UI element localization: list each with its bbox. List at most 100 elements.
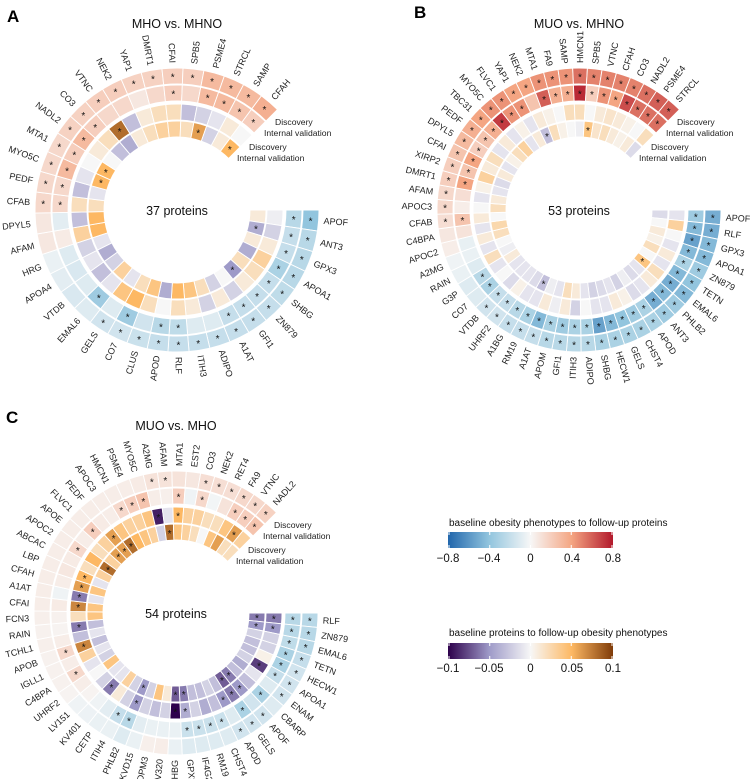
heatmap-cell-mta1-discovery: [171, 470, 187, 488]
significance-star: *: [614, 95, 618, 106]
heatmap-cell-nadl2-validation: [244, 515, 266, 537]
significance-star: *: [77, 593, 81, 604]
protein-label: APOM: [532, 351, 548, 379]
significance-star: *: [173, 707, 177, 718]
protein-label: SHBG: [599, 354, 613, 381]
heatmap-cell-dpyl5-reverse-discovery: [70, 211, 89, 229]
significance-star: *: [300, 255, 304, 266]
significance-star: *: [667, 107, 671, 118]
protein-label: DPM3: [135, 756, 150, 779]
protein-label: VTNC: [605, 41, 620, 68]
protein-label: HMCN1: [575, 31, 585, 63]
significance-star: *: [252, 523, 256, 534]
significance-star: *: [510, 111, 514, 122]
heatmap-cell-rain-discovery: [34, 623, 53, 641]
protein-label: MTA1: [25, 124, 50, 144]
protein-label: DMRT1: [405, 165, 437, 182]
significance-star: *: [97, 294, 101, 305]
significance-star: *: [639, 325, 643, 336]
heatmap-cell-apoc3-reverse-discovery: [472, 201, 490, 214]
protein-label: VTDB: [42, 300, 67, 323]
significance-star: *: [626, 331, 630, 342]
significance-star: *: [127, 717, 131, 728]
significance-star: *: [137, 335, 141, 346]
significance-star: *: [524, 83, 528, 94]
ring-label-validation-outer: Internal validation: [666, 128, 734, 138]
significance-star: *: [217, 483, 221, 494]
significance-star: *: [443, 217, 447, 228]
heatmap-cell-itih3-validation: [185, 315, 207, 336]
heatmap-cell-cfai-reverse-discovery: [165, 103, 182, 122]
significance-star: *: [655, 120, 659, 131]
significance-star: *: [602, 92, 606, 103]
protein-label: SHBG: [170, 760, 180, 779]
significance-star: *: [135, 699, 139, 710]
significance-star: *: [259, 690, 263, 701]
significance-star: *: [697, 267, 701, 278]
significance-star: *: [545, 132, 549, 143]
significance-star: *: [519, 327, 523, 338]
protein-label: ADIPO: [584, 356, 596, 385]
heatmap-cell-dpyl5-validation: [51, 211, 71, 232]
panel-title: MUO vs. MHNO: [534, 17, 625, 31]
significance-star: *: [284, 650, 288, 661]
significance-star: *: [101, 318, 105, 329]
significance-star: *: [220, 676, 224, 687]
significance-star: *: [460, 216, 464, 227]
significance-star: *: [566, 90, 570, 101]
significance-star: *: [690, 279, 694, 290]
protein-label: EMAL6: [55, 316, 82, 345]
protein-label: APOA4: [23, 281, 54, 305]
protein-label: NEK2: [507, 51, 526, 77]
significance-star: *: [254, 224, 258, 235]
significance-star: *: [141, 497, 145, 508]
heatmap-cell-strcl-reverse-validation: [624, 140, 643, 160]
significance-star: *: [255, 614, 259, 625]
panel-title: MHO vs. MHNO: [132, 17, 223, 31]
protein-label: ITIH4: [88, 738, 108, 762]
significance-star: *: [545, 337, 549, 348]
significance-star: *: [606, 76, 610, 87]
significance-star: *: [132, 80, 136, 91]
significance-star: *: [586, 126, 590, 137]
significance-star: *: [232, 530, 236, 541]
significance-star: *: [177, 493, 181, 504]
significance-star: *: [77, 623, 81, 634]
heatmap-cells: **** RLF****ZN879**EMAL6**TETN**HECW1***A…: [4, 440, 348, 779]
significance-star: *: [230, 690, 234, 701]
heatmap-cell-fcn3-discovery: [33, 610, 51, 626]
colorbar-ticks: [448, 532, 613, 548]
significance-star: *: [60, 183, 64, 194]
significance-star: *: [491, 127, 495, 138]
protein-label: CLUS: [124, 350, 140, 376]
significance-star: *: [526, 312, 530, 323]
protein-label: CFAI: [426, 135, 448, 153]
protein-label: RAIN: [8, 628, 31, 641]
heatmap-cell-cfai-discovery: [33, 596, 52, 612]
significance-star: *: [196, 128, 200, 139]
significance-star: *: [597, 322, 601, 333]
significance-star: *: [171, 73, 175, 84]
significance-star: *: [515, 306, 519, 317]
ring-label-validation-outer: Internal validation: [264, 128, 332, 138]
significance-star: *: [291, 273, 295, 284]
significance-star: *: [294, 669, 298, 680]
heatmap-cell-nadl2-discovery: [254, 502, 278, 525]
protein-label: APOF: [726, 213, 750, 224]
significance-star: *: [308, 616, 312, 627]
significance-star: *: [130, 501, 134, 512]
significance-star: *: [93, 123, 97, 134]
colorbar: [448, 643, 613, 659]
significance-star: *: [549, 320, 553, 331]
significance-star: *: [129, 542, 133, 553]
significance-star: *: [150, 478, 154, 489]
heatmap-cell-rlf-reverse-discovery: [169, 299, 187, 317]
significance-star: *: [484, 303, 488, 314]
significance-star: *: [237, 108, 241, 119]
significance-star: *: [64, 649, 68, 660]
heatmap-cell-nadl2-reverse-discovery: [232, 530, 252, 550]
significance-star: *: [564, 73, 568, 84]
significance-star: *: [197, 724, 201, 735]
significance-star: *: [682, 259, 686, 270]
protein-label: NEK2: [94, 56, 114, 81]
